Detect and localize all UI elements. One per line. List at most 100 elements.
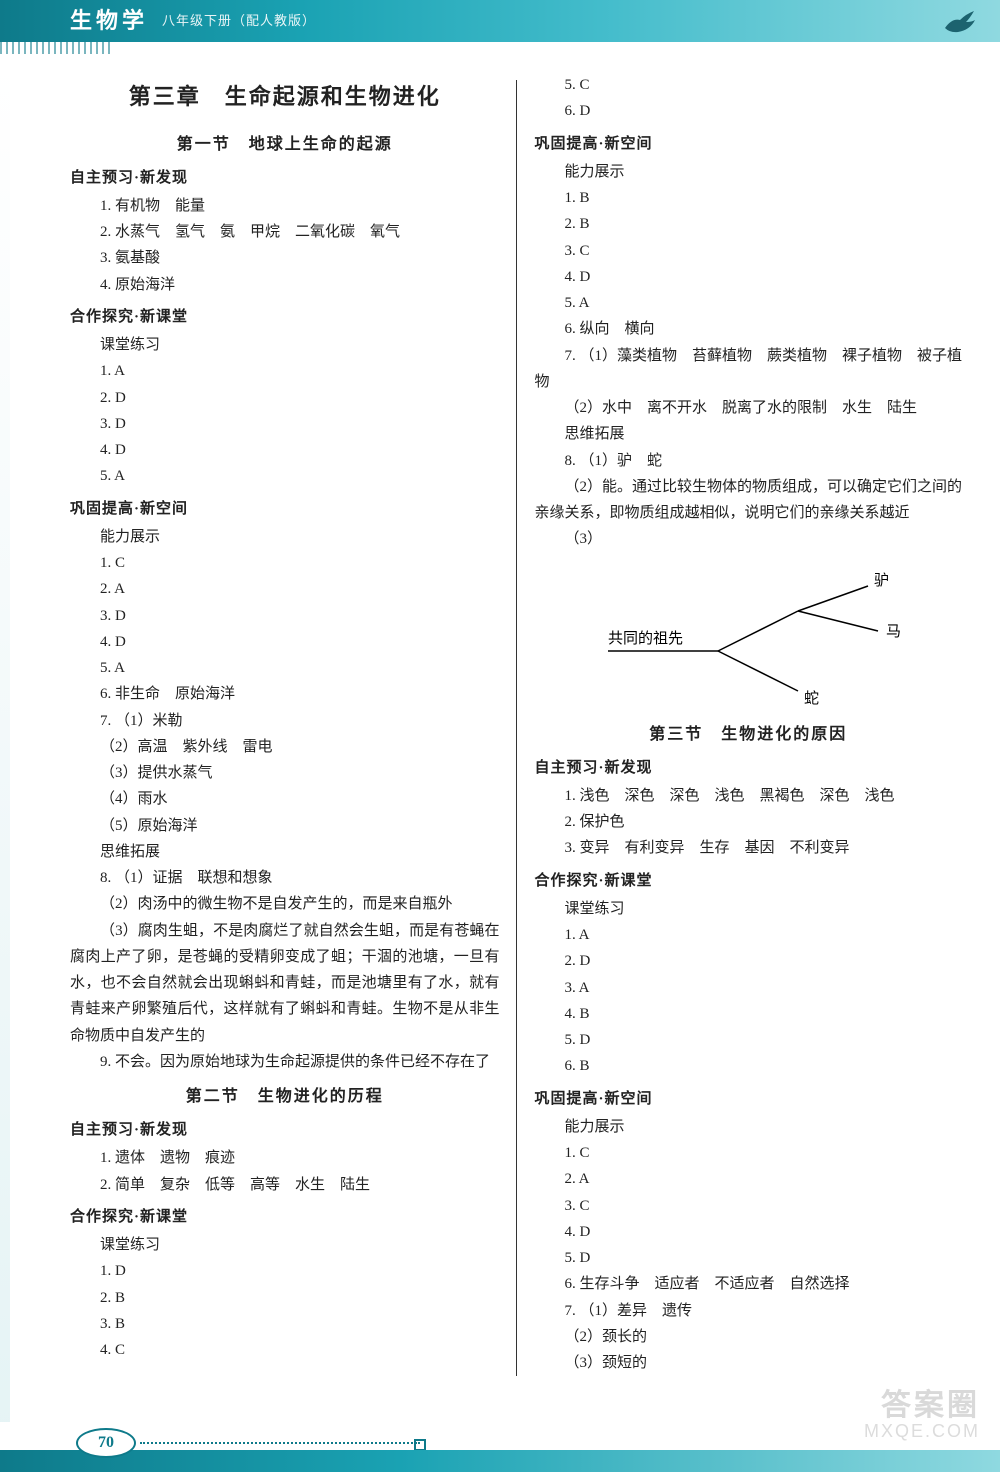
- diagram-leaf-label: 蛇: [804, 690, 819, 707]
- sub-label: 课堂练习: [70, 332, 500, 358]
- sub-label: 课堂练习: [534, 896, 962, 922]
- list-item: （2）水中 离不开水 脱离了水的限制 水生 陆生: [534, 395, 962, 421]
- list-item: 2. A: [534, 1166, 962, 1192]
- list-item: 4. D: [70, 437, 500, 463]
- section3-title: 第三节 生物进化的原因: [534, 721, 962, 749]
- list-item: （2）肉汤中的微生物不是自发产生的，而是来自瓶外: [70, 891, 500, 917]
- list-item: 1. 遗体 遗物 痕迹: [70, 1145, 500, 1171]
- s3-explore-head: 合作探究·新课堂: [534, 868, 962, 894]
- s1-consolidate-head: 巩固提高·新空间: [70, 496, 500, 522]
- page-footer: 70: [0, 1416, 1000, 1472]
- list-item: 1. C: [70, 550, 500, 576]
- list-item: （4）雨水: [70, 786, 500, 812]
- list-item: 2. D: [70, 385, 500, 411]
- list-item: 5. A: [70, 655, 500, 681]
- list-item: 4. B: [534, 1001, 962, 1027]
- sub-label: 能力展示: [534, 1114, 962, 1140]
- s2-consolidate-head: 巩固提高·新空间: [534, 131, 962, 157]
- list-item: 2. B: [534, 211, 962, 237]
- dove-icon: [942, 2, 976, 51]
- list-item: 6. D: [534, 98, 962, 124]
- list-item: 3. D: [70, 603, 500, 629]
- list-item: 1. D: [70, 1258, 500, 1284]
- list-item: （3）腐肉生蛆，不是肉腐烂了就自然会生蛆，而是有苍蝇在腐肉上产了卵，是苍蝇的受精…: [70, 918, 500, 1049]
- list-item: 3. C: [534, 238, 962, 264]
- list-item: 1. 有机物 能量: [70, 193, 500, 219]
- sub-label: 能力展示: [70, 524, 500, 550]
- s3-preview-head: 自主预习·新发现: [534, 755, 962, 781]
- list-item: 6. 非生命 原始海洋: [70, 681, 500, 707]
- list-item: （2）颈长的: [534, 1324, 962, 1350]
- list-item: 9. 不会。因为原始地球为生命起源提供的条件已经不存在了: [70, 1049, 500, 1075]
- s1-preview-head: 自主预习·新发现: [70, 165, 500, 191]
- s3-consolidate-head: 巩固提高·新空间: [534, 1086, 962, 1112]
- list-item: 5. C: [534, 72, 962, 98]
- s2-preview-head: 自主预习·新发现: [70, 1117, 500, 1143]
- list-item: 4. D: [534, 264, 962, 290]
- diagram-leaf-label: 驴: [874, 572, 889, 589]
- s1-explore-head: 合作探究·新课堂: [70, 304, 500, 330]
- list-item: 3. A: [534, 975, 962, 1001]
- list-item: （3）颈短的: [534, 1350, 962, 1376]
- list-item: 3. C: [534, 1193, 962, 1219]
- diagram-leaf-label: 马: [886, 623, 901, 640]
- list-item: 3. 氨基酸: [70, 245, 500, 271]
- list-item: 5. D: [534, 1027, 962, 1053]
- footer-band: [0, 1450, 1000, 1472]
- sub-label: 能力展示: [534, 159, 962, 185]
- list-item: 2. 水蒸气 氢气 氨 甲烷 二氧化碳 氧气: [70, 219, 500, 245]
- list-item: 8. （1）驴 蛇: [534, 448, 962, 474]
- page-container: 生物学 八年级下册（配人教版） 第三章 生命起源和生物进化 第一节 地球上生命的…: [0, 0, 1000, 1472]
- left-column: 第三章 生命起源和生物进化 第一节 地球上生命的起源 自主预习·新发现 1. 有…: [70, 72, 512, 1376]
- list-item: （5）原始海洋: [70, 813, 500, 839]
- list-item: 3. B: [70, 1311, 500, 1337]
- list-item: 1. A: [534, 922, 962, 948]
- diagram-root-label: 共同的祖先: [608, 630, 683, 647]
- dotted-line-deco: [140, 1442, 420, 1444]
- list-item: 7. （1）藻类植物 苔藓植物 蕨类植物 裸子植物 被子植物: [534, 343, 962, 396]
- page-header: 生物学 八年级下册（配人教版）: [0, 0, 1000, 42]
- list-item: 7. （1）米勒: [70, 708, 500, 734]
- section1-title: 第一节 地球上生命的起源: [70, 131, 500, 159]
- left-edge-deco: [0, 60, 10, 1422]
- column-divider: [516, 80, 517, 1376]
- list-item: 6. 纵向 横向: [534, 316, 962, 342]
- phylogeny-diagram: 共同的祖先 驴 马 蛇: [568, 561, 928, 711]
- list-item: 3. D: [70, 411, 500, 437]
- list-item: 1. C: [534, 1140, 962, 1166]
- content-columns: 第三章 生命起源和生物进化 第一节 地球上生命的起源 自主预习·新发现 1. 有…: [0, 42, 1000, 1386]
- list-item: 2. A: [70, 576, 500, 602]
- list-item: 1. A: [70, 358, 500, 384]
- list-item: 思维拓展: [534, 421, 962, 447]
- list-item: 7. （1）差异 遗传: [534, 1298, 962, 1324]
- list-item: 4. 原始海洋: [70, 272, 500, 298]
- list-item: 6. B: [534, 1053, 962, 1079]
- list-item: （2）能。通过比较生物体的物质组成，可以确定它们之间的亲缘关系，即物质组成越相似…: [534, 474, 962, 527]
- list-item: 1. B: [534, 185, 962, 211]
- header-title: 生物学: [70, 2, 148, 41]
- list-item: 6. 生存斗争 适应者 不适应者 自然选择: [534, 1271, 962, 1297]
- list-item: 1. 浅色 深色 深色 浅色 黑褐色 深色 浅色: [534, 783, 962, 809]
- sub-label: 课堂练习: [70, 1232, 500, 1258]
- list-item: 5. A: [534, 290, 962, 316]
- list-item: 2. 简单 复杂 低等 高等 水生 陆生: [70, 1172, 500, 1198]
- list-item: （3）提供水蒸气: [70, 760, 500, 786]
- list-item: 3. 变异 有利变异 生存 基因 不利变异: [534, 835, 962, 861]
- list-item: 5. D: [534, 1245, 962, 1271]
- s2-explore-head: 合作探究·新课堂: [70, 1204, 500, 1230]
- header-subtitle: 八年级下册（配人教版）: [162, 10, 316, 33]
- page-number: 70: [76, 1428, 136, 1458]
- right-column: 5. C 6. D 巩固提高·新空间 能力展示 1. B 2. B 3. C 4…: [520, 72, 962, 1376]
- list-item: 思维拓展: [70, 839, 500, 865]
- list-item: 4. C: [70, 1337, 500, 1363]
- list-item: 4. D: [534, 1219, 962, 1245]
- list-item: 2. D: [534, 948, 962, 974]
- list-item: 2. 保护色: [534, 809, 962, 835]
- section2-title: 第二节 生物进化的历程: [70, 1083, 500, 1111]
- tickmarks-deco: [0, 42, 110, 54]
- chapter-title: 第三章 生命起源和生物进化: [70, 78, 500, 117]
- list-item: 2. B: [70, 1285, 500, 1311]
- list-item: （3）: [534, 526, 962, 552]
- list-item: 4. D: [70, 629, 500, 655]
- list-item: 8. （1）证据 联想和想象: [70, 865, 500, 891]
